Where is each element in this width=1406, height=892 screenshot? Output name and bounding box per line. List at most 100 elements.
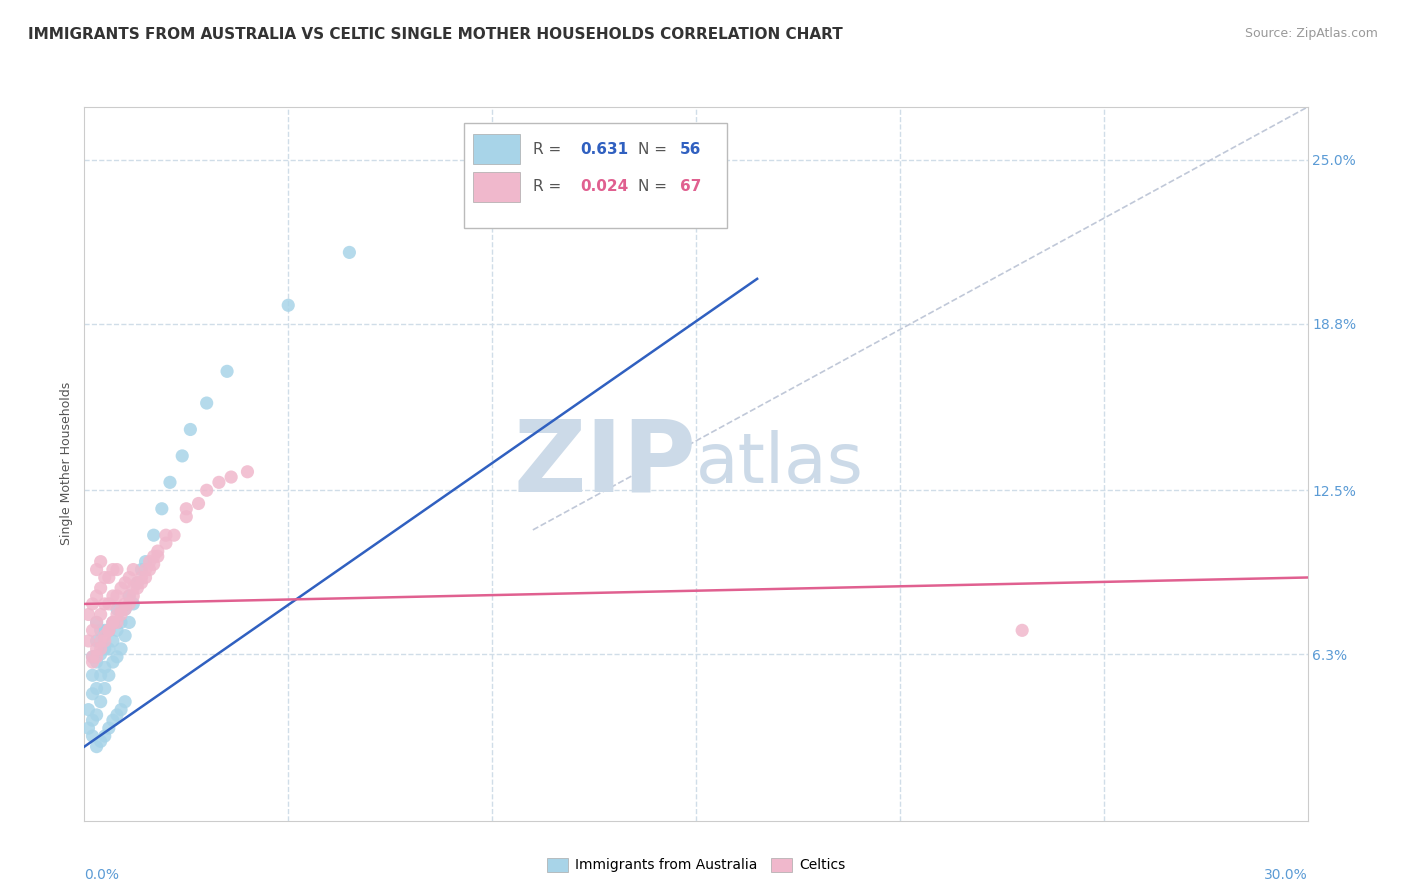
Point [114, 629, 136, 643]
Point [101, 589, 124, 603]
Point [118, 597, 141, 611]
Point [122, 597, 145, 611]
Point [97, 570, 120, 584]
Point [105, 615, 128, 630]
Text: IMMIGRANTS FROM AUSTRALIA VS CELTIC SINGLE MOTHER HOUSEHOLDS CORRELATION CHART: IMMIGRANTS FROM AUSTRALIA VS CELTIC SING… [28, 27, 842, 42]
Point [82, 668, 104, 682]
Point [77, 721, 100, 735]
Point [82, 687, 104, 701]
Point [77, 703, 100, 717]
Point [86, 681, 108, 696]
Point [110, 615, 132, 630]
Point [146, 549, 169, 564]
Point [86, 655, 108, 669]
Point [114, 597, 136, 611]
Point [86, 563, 108, 577]
Point [105, 563, 128, 577]
Point [93, 660, 117, 674]
Point [236, 465, 259, 479]
Point [77, 607, 100, 622]
Point [105, 589, 128, 603]
Point [90, 695, 112, 709]
Text: Source: ZipAtlas.com: Source: ZipAtlas.com [1244, 27, 1378, 40]
Text: 0.0%: 0.0% [84, 868, 120, 882]
Text: R =: R = [533, 179, 567, 194]
Point [86, 615, 108, 630]
Legend: Immigrants from Australia, Celtics: Immigrants from Australia, Celtics [541, 852, 851, 878]
Point [122, 589, 145, 603]
Point [93, 597, 117, 611]
Point [82, 649, 104, 664]
Point [82, 597, 104, 611]
Point [90, 581, 112, 595]
Point [131, 575, 153, 590]
Point [101, 634, 124, 648]
Point [122, 581, 145, 595]
Point [97, 624, 120, 638]
Point [97, 597, 120, 611]
Point [93, 681, 117, 696]
Point [101, 615, 124, 630]
Point [101, 615, 124, 630]
Point [131, 570, 153, 584]
Point [82, 713, 104, 727]
Point [97, 624, 120, 638]
Text: 56: 56 [681, 142, 702, 157]
Point [1011, 624, 1033, 638]
FancyBboxPatch shape [464, 123, 727, 228]
Point [155, 528, 177, 542]
Y-axis label: Single Mother Households: Single Mother Households [60, 382, 73, 546]
Point [90, 624, 112, 638]
Point [105, 602, 128, 616]
Point [97, 721, 120, 735]
Point [86, 707, 108, 722]
Point [93, 629, 117, 643]
Point [82, 729, 104, 743]
Point [110, 602, 132, 616]
Point [127, 581, 149, 595]
Point [86, 649, 108, 664]
Point [146, 544, 169, 558]
Point [101, 655, 124, 669]
Point [208, 475, 231, 490]
Point [90, 607, 112, 622]
Point [195, 483, 218, 498]
Point [82, 649, 104, 664]
Point [90, 634, 112, 648]
FancyBboxPatch shape [474, 172, 520, 202]
Point [127, 575, 149, 590]
Point [118, 589, 141, 603]
Point [114, 575, 136, 590]
Text: 67: 67 [681, 179, 702, 194]
Point [101, 615, 124, 630]
Point [86, 634, 108, 648]
Point [179, 422, 201, 436]
Point [176, 501, 198, 516]
Point [131, 563, 153, 577]
Point [217, 364, 239, 378]
Point [110, 581, 132, 595]
Point [105, 607, 128, 622]
Point [142, 549, 165, 564]
Point [114, 602, 136, 616]
Point [138, 555, 160, 569]
Text: atlas: atlas [696, 430, 863, 498]
Point [138, 563, 160, 577]
Point [114, 695, 136, 709]
Point [339, 245, 361, 260]
Point [93, 570, 117, 584]
Point [150, 501, 173, 516]
Point [105, 707, 128, 722]
Point [187, 496, 209, 510]
Point [118, 570, 141, 584]
Point [101, 713, 124, 727]
Point [155, 536, 177, 550]
FancyBboxPatch shape [474, 134, 520, 164]
Text: N =: N = [638, 142, 672, 157]
Point [93, 624, 117, 638]
Point [105, 649, 128, 664]
Point [219, 470, 242, 484]
Point [135, 555, 157, 569]
Point [90, 668, 112, 682]
Point [142, 528, 165, 542]
